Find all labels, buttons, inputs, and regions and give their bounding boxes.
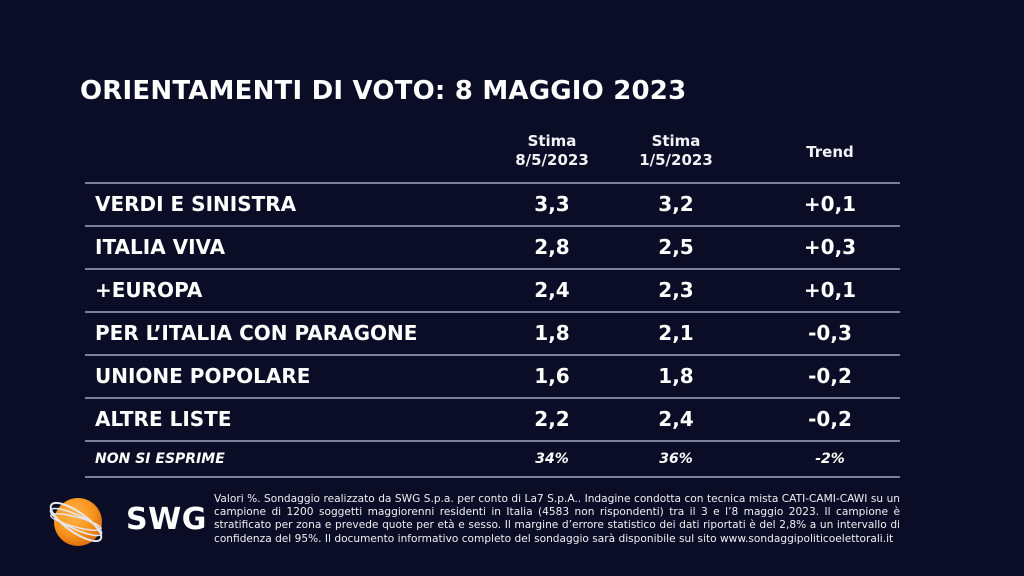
divider — [85, 311, 900, 313]
column-header-label: Stima — [651, 132, 701, 150]
table-row: ITALIA VIVA 2,8 2,5 +0,3 — [85, 227, 900, 268]
trend-value: -0,3 — [808, 321, 852, 345]
column-header-current: Stima 8/5/2023 — [492, 132, 612, 170]
divider — [85, 440, 900, 442]
abstain-label: NON SI ESPRIME — [95, 451, 225, 467]
current-value: 34% — [535, 451, 569, 467]
divider — [85, 354, 900, 356]
previous-value: 2,3 — [658, 278, 694, 302]
table-row: ALTRE LISTE 2,2 2,4 -0,2 — [85, 399, 900, 440]
party-name: PER L’ITALIA CON PARAGONE — [95, 321, 418, 345]
current-value: 1,8 — [534, 321, 570, 345]
trend-value: -0,2 — [808, 364, 852, 388]
previous-value: 2,4 — [658, 407, 694, 431]
trend-value: +0,1 — [803, 278, 857, 302]
trend-value: +0,3 — [803, 235, 857, 259]
swg-logo: SWG — [42, 490, 206, 554]
methodology-note: Valori %. Sondaggio realizzato da SWG S.… — [214, 493, 900, 545]
logo-text: SWG — [126, 502, 207, 537]
party-name: +EUROPA — [95, 278, 203, 302]
table-row: UNIONE POPOLARE 1,6 1,8 -0,2 — [85, 356, 900, 397]
divider — [85, 397, 900, 399]
divider — [85, 225, 900, 227]
current-value: 3,3 — [534, 192, 570, 216]
current-value: 2,2 — [534, 407, 570, 431]
previous-value: 2,5 — [658, 235, 694, 259]
current-value: 2,8 — [534, 235, 570, 259]
current-value: 2,4 — [534, 278, 570, 302]
party-name: ALTRE LISTE — [95, 407, 232, 431]
column-header-date: 8/5/2023 — [515, 151, 589, 169]
column-header-previous: Stima 1/5/2023 — [616, 132, 736, 170]
party-name: VERDI E SINISTRA — [95, 192, 297, 216]
previous-value: 3,2 — [658, 192, 694, 216]
page-title: ORIENTAMENTI DI VOTO: 8 MAGGIO 2023 — [80, 76, 687, 106]
party-name: ITALIA VIVA — [95, 235, 226, 259]
party-name: UNIONE POPOLARE — [95, 364, 311, 388]
previous-value: 1,8 — [658, 364, 694, 388]
trend-value: -2% — [815, 451, 845, 467]
trend-value: +0,1 — [803, 192, 857, 216]
column-header-trend: Trend — [770, 143, 890, 162]
table-row: VERDI E SINISTRA 3,3 3,2 +0,1 — [85, 184, 900, 225]
divider — [85, 182, 900, 184]
previous-value: 36% — [659, 451, 693, 467]
divider — [85, 268, 900, 270]
divider — [85, 476, 900, 478]
previous-value: 2,1 — [658, 321, 694, 345]
trend-value: -0,2 — [808, 407, 852, 431]
column-header-label: Trend — [806, 143, 854, 161]
orange-globe-icon — [49, 498, 103, 546]
table-row: PER L’ITALIA CON PARAGONE 1,8 2,1 -0,3 — [85, 313, 900, 354]
current-value: 1,6 — [534, 364, 570, 388]
column-header-label: Stima — [527, 132, 577, 150]
column-header-date: 1/5/2023 — [639, 151, 713, 169]
table-row-abstain: NON SI ESPRIME 34% 36% -2% — [85, 442, 900, 483]
table-row: +EUROPA 2,4 2,3 +0,1 — [85, 270, 900, 311]
